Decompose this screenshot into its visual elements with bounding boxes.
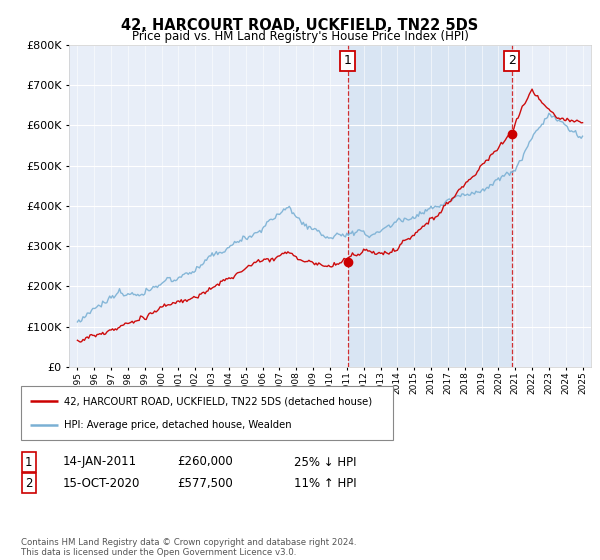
Text: 2: 2 [25, 477, 32, 490]
Text: 42, HARCOURT ROAD, UCKFIELD, TN22 5DS (detached house): 42, HARCOURT ROAD, UCKFIELD, TN22 5DS (d… [64, 396, 372, 407]
Text: 25% ↓ HPI: 25% ↓ HPI [294, 455, 356, 469]
Text: Price paid vs. HM Land Registry's House Price Index (HPI): Price paid vs. HM Land Registry's House … [131, 30, 469, 43]
Text: 2: 2 [508, 54, 515, 67]
Text: 15-OCT-2020: 15-OCT-2020 [63, 477, 140, 490]
Text: HPI: Average price, detached house, Wealden: HPI: Average price, detached house, Weal… [64, 420, 292, 430]
Text: 42, HARCOURT ROAD, UCKFIELD, TN22 5DS: 42, HARCOURT ROAD, UCKFIELD, TN22 5DS [121, 18, 479, 34]
Text: 1: 1 [25, 455, 32, 469]
Text: £577,500: £577,500 [177, 477, 233, 490]
Text: 14-JAN-2011: 14-JAN-2011 [63, 455, 137, 469]
FancyBboxPatch shape [21, 386, 393, 440]
Bar [347, 45, 512, 367]
Text: £260,000: £260,000 [177, 455, 233, 469]
Text: 11% ↑ HPI: 11% ↑ HPI [294, 477, 356, 490]
Text: 1: 1 [344, 54, 352, 67]
Text: Contains HM Land Registry data © Crown copyright and database right 2024.
This d: Contains HM Land Registry data © Crown c… [21, 538, 356, 557]
